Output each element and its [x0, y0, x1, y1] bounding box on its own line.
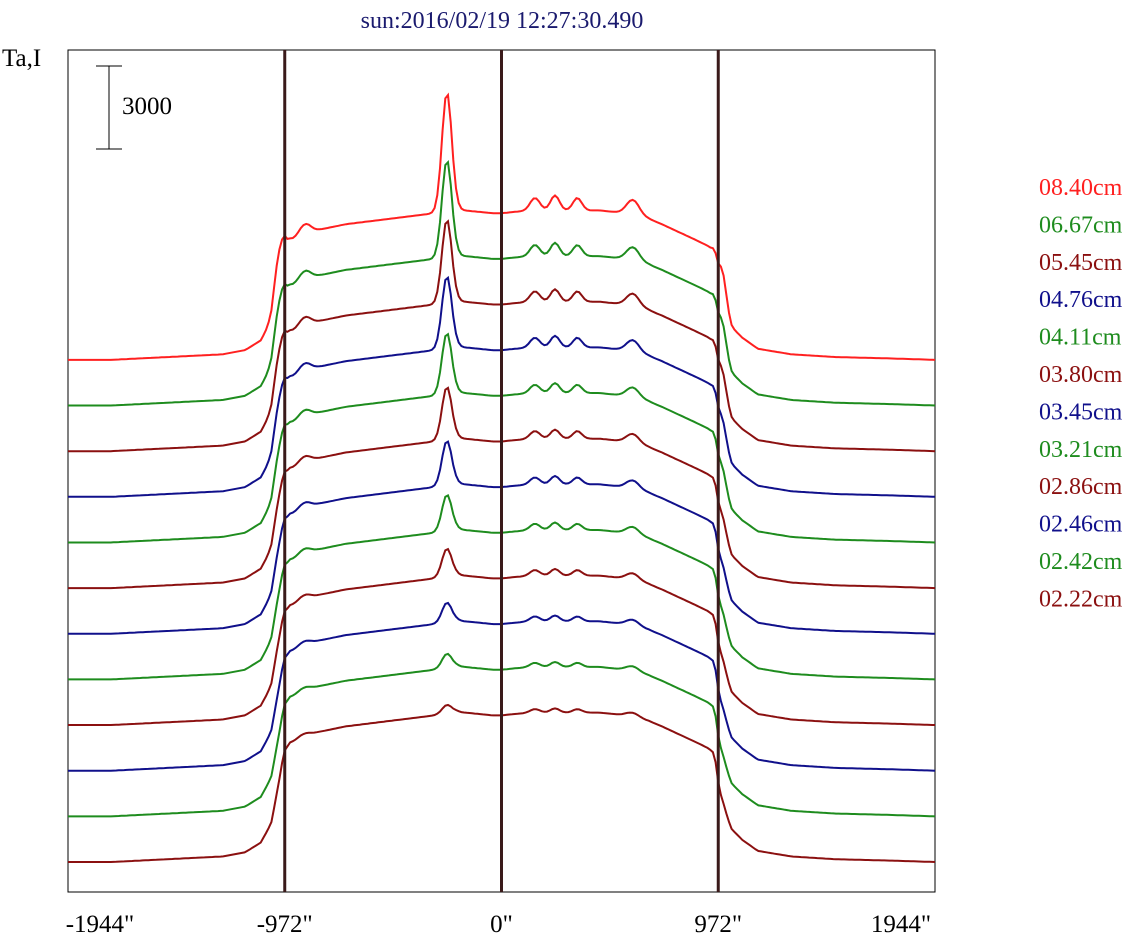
legend-entry: 05.45cm [1039, 250, 1123, 276]
legend-entry: 06.67cm [1039, 212, 1123, 238]
y-axis-label: Ta,I [2, 45, 41, 72]
x-tick-label: 1944" [871, 911, 931, 938]
legend: 08.40cm 06.67cm 05.45cm 04.76cm 04.11cm 03.80… [1039, 175, 1123, 612]
legend-entry: 03.80cm [1039, 362, 1123, 388]
legend-entry: 02.46cm [1039, 512, 1123, 538]
x-tick-label: 0" [490, 911, 513, 938]
legend-entry: 03.45cm [1039, 399, 1123, 425]
x-tick-labels: -1944" -972" 0" 972" 1944" [66, 911, 931, 938]
legend-entry: 04.11cm [1039, 325, 1122, 351]
legend-entry: 02.42cm [1039, 549, 1123, 575]
legend-entry: 02.86cm [1039, 474, 1123, 500]
x-tick-label: -972" [257, 911, 313, 938]
scale-bar-label: 3000 [122, 93, 172, 120]
chart-title: sun:2016/02/19 12:27:30.490 [361, 8, 644, 34]
legend-entry: 04.76cm [1039, 287, 1123, 313]
x-tick-label: -1944" [66, 911, 135, 938]
legend-entry: 08.40cm [1039, 175, 1123, 201]
legend-entry: 03.21cm [1039, 437, 1123, 463]
reference-lines [283, 50, 720, 892]
x-tick-label: 972" [694, 911, 742, 938]
legend-entry: 02.22cm [1039, 586, 1123, 612]
scale-bar: 3000 [96, 65, 172, 150]
